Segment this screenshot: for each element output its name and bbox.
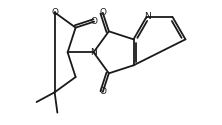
Text: O: O xyxy=(99,8,106,17)
Text: N: N xyxy=(144,12,151,21)
Text: O: O xyxy=(99,87,106,96)
Text: N: N xyxy=(90,48,97,57)
Text: O: O xyxy=(51,8,58,17)
Text: O: O xyxy=(91,17,98,26)
